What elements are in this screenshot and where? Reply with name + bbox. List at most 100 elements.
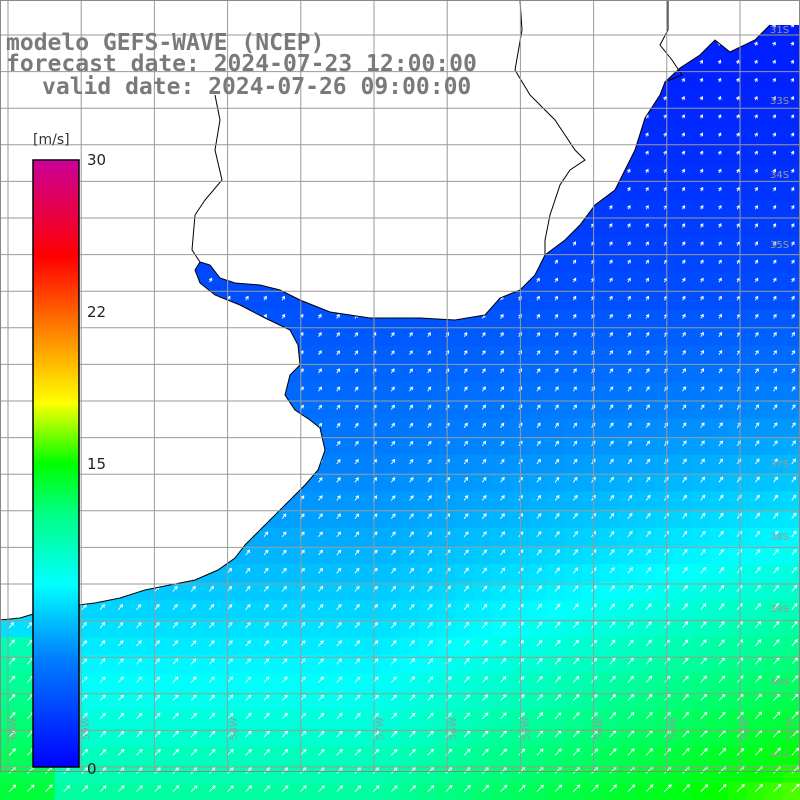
wind-arrow	[645, 259, 649, 265]
speed-cell	[527, 527, 547, 547]
speed-cell	[309, 327, 329, 347]
wind-arrow	[681, 96, 685, 101]
speed-cell	[436, 455, 456, 474]
speed-cell	[618, 382, 638, 401]
speed-cell	[400, 527, 420, 547]
speed-cell	[509, 564, 529, 583]
speed-cell	[709, 273, 729, 292]
wind-arrow	[682, 675, 689, 683]
wind-arrow	[791, 259, 795, 265]
wind-arrow	[8, 639, 15, 647]
speed-cell	[673, 145, 693, 165]
wind-arrow	[773, 566, 779, 574]
wind-arrow	[481, 531, 487, 538]
speed-cell	[182, 582, 201, 602]
speed-cell	[709, 145, 729, 165]
wind-arrow	[773, 440, 778, 447]
speed-cell	[509, 291, 529, 310]
speed-cell	[455, 691, 474, 711]
lat-label: 41S	[770, 750, 790, 761]
wind-arrow	[554, 585, 561, 592]
wind-arrow	[554, 675, 561, 683]
speed-cell	[709, 327, 729, 347]
speed-cell	[691, 400, 711, 420]
speed-cell	[345, 400, 365, 420]
speed-cell	[782, 436, 800, 456]
wind-arrow	[99, 603, 105, 610]
speed-cell	[746, 109, 765, 128]
wind-arrow	[735, 77, 740, 83]
wind-arrow	[754, 241, 759, 246]
speed-cell	[491, 618, 511, 638]
speed-cell	[582, 637, 602, 656]
wind-arrow	[791, 368, 796, 374]
wind-arrow	[245, 730, 252, 738]
wind-arrow	[791, 548, 797, 556]
wind-arrow	[99, 767, 107, 774]
wind-arrow	[536, 494, 542, 501]
speed-cell	[182, 600, 201, 620]
speed-cell	[764, 455, 784, 474]
speed-cell	[618, 746, 638, 765]
wind-arrow	[136, 767, 143, 774]
speed-cell	[364, 364, 383, 383]
wind-arrow	[536, 422, 541, 428]
wind-arrow	[645, 512, 651, 519]
wind-arrow	[627, 259, 631, 265]
wind-arrow	[627, 440, 632, 447]
wind-arrow	[154, 622, 160, 629]
speed-cell	[709, 345, 729, 365]
speed-cell	[637, 709, 656, 729]
wind-arrow	[645, 549, 652, 556]
speed-cell	[345, 655, 365, 674]
wind-arrow	[427, 350, 431, 356]
speed-cell	[728, 709, 747, 729]
wind-arrow	[336, 513, 341, 519]
wind-arrow	[354, 730, 361, 738]
speed-cell	[673, 691, 693, 711]
wind-arrow	[791, 458, 796, 465]
lat-label: 33S	[770, 96, 790, 107]
wind-arrow	[336, 658, 342, 665]
wind-arrow	[427, 332, 431, 337]
wind-arrow	[409, 585, 415, 592]
wind-arrow	[245, 585, 251, 592]
wind-arrow	[609, 386, 614, 392]
speed-cell	[455, 382, 474, 401]
wind-arrow	[627, 295, 631, 301]
wind-arrow	[754, 368, 759, 374]
speed-cell	[364, 455, 383, 474]
speed-cell	[582, 655, 602, 674]
speed-cell	[509, 655, 529, 674]
speed-cell	[637, 673, 656, 693]
wind-arrow	[208, 767, 216, 774]
wind-arrow	[736, 168, 740, 174]
wind-arrow	[754, 566, 761, 574]
wind-arrow	[190, 676, 197, 683]
wind-arrow	[481, 730, 489, 738]
wind-arrow	[518, 657, 525, 665]
wind-arrow	[263, 585, 269, 592]
wind-arrow	[718, 476, 724, 483]
speed-cell	[691, 418, 711, 438]
speed-cell	[382, 600, 401, 620]
speed-cell	[400, 327, 420, 347]
speed-cell	[418, 345, 438, 365]
speed-cell	[0, 709, 19, 729]
wind-arrow	[536, 332, 540, 337]
wind-arrow	[299, 767, 307, 774]
wind-arrow	[791, 747, 800, 756]
speed-cell	[673, 127, 693, 147]
speed-cell	[527, 364, 547, 383]
speed-cell	[382, 364, 401, 383]
speed-cell	[673, 618, 693, 638]
wind-arrow	[554, 440, 559, 447]
speed-cell	[709, 91, 729, 110]
wind-arrow	[427, 658, 434, 665]
speed-cell	[546, 673, 565, 693]
speed-cell	[436, 673, 456, 693]
wind-arrow	[536, 440, 541, 447]
speed-cell	[546, 400, 565, 420]
speed-cell	[709, 564, 729, 583]
wind-arrow	[700, 494, 706, 501]
